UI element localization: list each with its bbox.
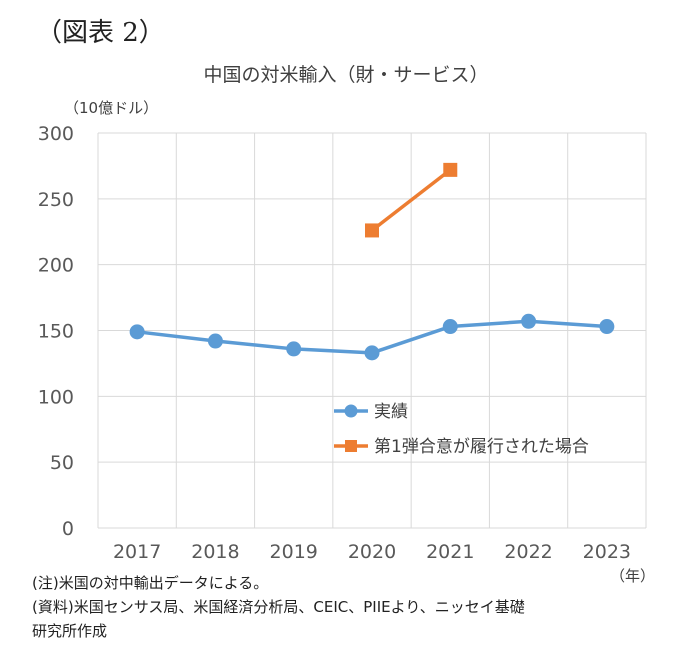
data-point-circle bbox=[207, 333, 223, 349]
data-point-circle bbox=[442, 319, 458, 335]
y-tick-label: 0 bbox=[62, 518, 74, 540]
y-tick-label: 100 bbox=[38, 386, 74, 408]
y-tick-label: 150 bbox=[38, 321, 74, 343]
y-tick-label: 300 bbox=[38, 123, 74, 145]
note-line: (注)米国の対中輸出データによる。 bbox=[32, 574, 269, 592]
y-axis-unit-label: （10億ドル） bbox=[64, 99, 159, 117]
x-tick-label: 2018 bbox=[191, 541, 239, 563]
figure-label: （図表 2） bbox=[36, 18, 165, 48]
x-tick-label: 2022 bbox=[504, 541, 552, 563]
legend-marker-square bbox=[345, 440, 357, 452]
data-point-square bbox=[443, 162, 458, 177]
data-point-circle bbox=[599, 319, 615, 335]
x-tick-label: 2017 bbox=[113, 541, 161, 563]
x-tick-label: 2023 bbox=[583, 541, 631, 563]
source-line-continued: 研究所作成 bbox=[32, 622, 108, 640]
x-axis-unit-label: （年） bbox=[610, 567, 656, 585]
x-tick-label: 2020 bbox=[348, 541, 396, 563]
legend-label: 第1弾合意が履行された場合 bbox=[374, 437, 589, 457]
x-tick-label: 2019 bbox=[270, 541, 318, 563]
data-point-circle bbox=[521, 313, 537, 329]
chart-title: 中国の対米輸入（財・サービス） bbox=[203, 64, 489, 86]
y-tick-label: 200 bbox=[38, 255, 74, 277]
x-tick-label: 2021 bbox=[426, 541, 474, 563]
series-line-1 bbox=[136, 319, 607, 355]
legend-label: 実績 bbox=[374, 402, 408, 422]
legend-marker-circle bbox=[344, 404, 358, 418]
series-line-2 bbox=[370, 168, 452, 232]
notes: (注)米国の対中輸出データによる。 (資料)米国センサス局、米国経済分析局、CE… bbox=[32, 571, 525, 643]
y-tick-label: 250 bbox=[38, 189, 74, 211]
y-tick-label: 50 bbox=[50, 452, 74, 474]
data-point-circle bbox=[364, 345, 380, 361]
source-line: (資料)米国センサス局、米国経済分析局、CEIC、PIIEより、ニッセイ基礎 bbox=[32, 598, 525, 616]
data-point-circle bbox=[129, 324, 145, 340]
data-point-square bbox=[365, 223, 379, 238]
data-point-circle bbox=[286, 341, 302, 357]
